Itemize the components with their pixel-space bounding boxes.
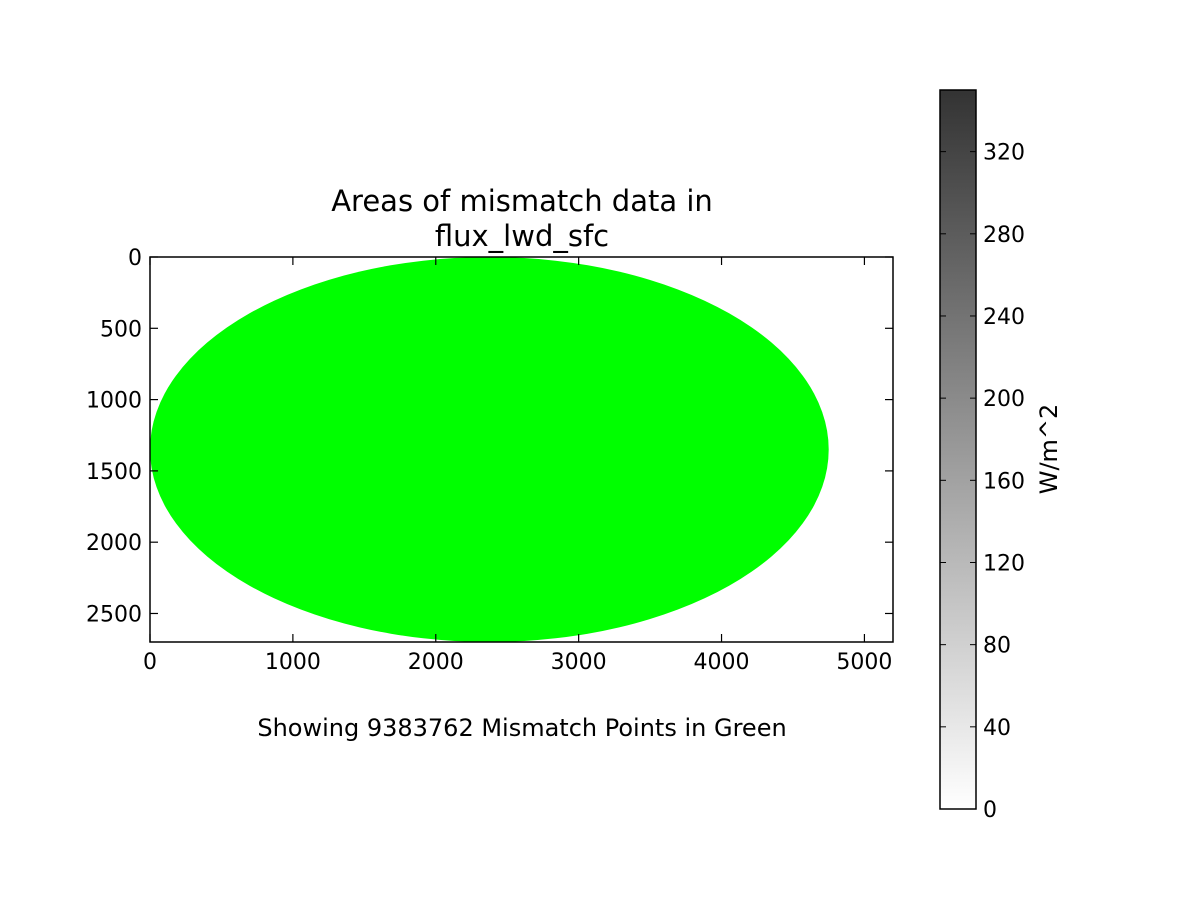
y-tick-label: 2000 xyxy=(86,531,142,556)
colorbar-label: W/m^2 xyxy=(1035,404,1063,495)
x-tick-label: 5000 xyxy=(836,650,892,675)
y-tick-label: 1500 xyxy=(86,460,142,485)
x-tick-label: 0 xyxy=(143,650,157,675)
colorbar-tick-label: 80 xyxy=(983,634,1011,659)
y-tick-label: 500 xyxy=(100,317,142,342)
x-axis-ticks: 0 1000 2000 3000 4000 5000 xyxy=(143,257,892,675)
colorbar xyxy=(939,89,977,810)
colorbar-tick-label: 160 xyxy=(983,469,1025,494)
x-tick-label: 4000 xyxy=(694,650,750,675)
y-tick-label: 0 xyxy=(128,246,142,271)
colorbar-tick-label: 280 xyxy=(983,223,1025,248)
y-tick-label: 1000 xyxy=(86,389,142,414)
plot-frame xyxy=(149,256,894,643)
y-tick-label: 2500 xyxy=(86,602,142,627)
y-axis-ticks: 0 500 1000 1500 2000 2500 xyxy=(86,246,893,627)
colorbar-tick-label: 320 xyxy=(983,141,1025,166)
colorbar-tick-label: 240 xyxy=(983,305,1025,330)
chart-title-line-2: flux_lwd_sfc xyxy=(435,219,609,253)
chart-title-line-1: Areas of mismatch data in xyxy=(331,184,713,218)
colorbar-tick-label: 200 xyxy=(983,387,1025,412)
x-tick-label: 3000 xyxy=(551,650,607,675)
colorbar-tick-label: 40 xyxy=(983,716,1011,741)
x-tick-label: 1000 xyxy=(265,650,321,675)
colorbar-tick-label: 120 xyxy=(983,551,1025,576)
mismatch-region xyxy=(150,257,829,642)
colorbar-ticks: 0 40 80 120 160 200 240 280 320 xyxy=(940,141,1025,823)
mismatch-caption: Showing 9383762 Mismatch Points in Green xyxy=(257,714,786,742)
x-tick-label: 2000 xyxy=(408,650,464,675)
colorbar-tick-label: 0 xyxy=(983,798,997,823)
